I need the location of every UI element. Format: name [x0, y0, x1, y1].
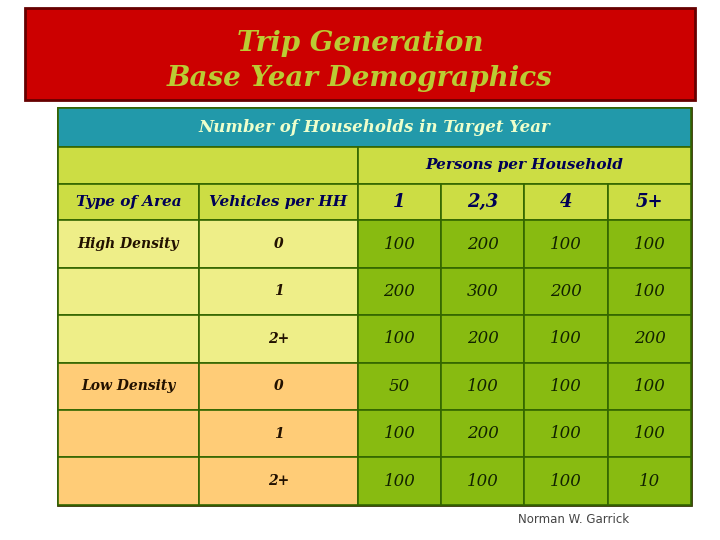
Text: 200: 200 — [467, 330, 499, 347]
Text: 100: 100 — [634, 283, 665, 300]
Bar — [58, 184, 199, 220]
Text: Norman W. Garrick: Norman W. Garrick — [518, 513, 629, 526]
Bar — [58, 220, 199, 268]
Text: 100: 100 — [550, 472, 582, 490]
Text: 100: 100 — [550, 330, 582, 347]
Text: Base Year Demographics: Base Year Demographics — [167, 65, 553, 92]
Bar — [441, 410, 524, 457]
Text: 100: 100 — [384, 235, 415, 253]
Text: 5+: 5+ — [636, 193, 663, 211]
Bar — [358, 268, 441, 315]
Bar — [441, 315, 524, 363]
Bar — [358, 184, 441, 220]
Text: Vehicles per HH: Vehicles per HH — [210, 195, 348, 209]
Text: 100: 100 — [550, 426, 582, 442]
Text: 200: 200 — [467, 426, 499, 442]
Bar — [608, 410, 691, 457]
Bar — [58, 147, 358, 184]
Bar — [441, 184, 524, 220]
Bar — [58, 410, 199, 457]
Text: Low Density: Low Density — [81, 379, 176, 393]
Bar — [524, 220, 608, 268]
Bar — [199, 268, 358, 315]
Text: Type of Area: Type of Area — [76, 195, 181, 209]
Text: 0: 0 — [274, 379, 284, 393]
Bar — [58, 268, 199, 315]
Bar — [358, 220, 441, 268]
Text: 200: 200 — [467, 235, 499, 253]
Bar — [358, 147, 691, 184]
Text: 1: 1 — [274, 427, 284, 441]
Bar — [358, 363, 441, 410]
Bar — [358, 410, 441, 457]
Bar — [58, 108, 691, 505]
Text: 100: 100 — [384, 472, 415, 490]
Bar — [58, 457, 199, 505]
Bar — [608, 220, 691, 268]
Bar — [524, 268, 608, 315]
Text: 300: 300 — [467, 283, 499, 300]
Bar — [199, 315, 358, 363]
Bar — [608, 315, 691, 363]
Bar — [358, 457, 441, 505]
Text: 100: 100 — [384, 426, 415, 442]
Text: 200: 200 — [384, 283, 415, 300]
Text: 1: 1 — [274, 285, 284, 299]
Bar — [441, 457, 524, 505]
Text: 2+: 2+ — [268, 474, 289, 488]
Text: 100: 100 — [634, 426, 665, 442]
Text: 200: 200 — [550, 283, 582, 300]
Text: 4: 4 — [560, 193, 572, 211]
Text: 50: 50 — [389, 378, 410, 395]
Text: 100: 100 — [467, 378, 499, 395]
Bar — [524, 363, 608, 410]
Bar — [199, 457, 358, 505]
Text: 2,3: 2,3 — [467, 193, 498, 211]
Text: 0: 0 — [274, 237, 284, 251]
Bar — [608, 184, 691, 220]
Bar — [524, 315, 608, 363]
Bar — [524, 184, 608, 220]
Text: 100: 100 — [384, 330, 415, 347]
Bar — [441, 363, 524, 410]
Text: 100: 100 — [550, 378, 582, 395]
Text: Number of Households in Target Year: Number of Households in Target Year — [199, 119, 550, 136]
Bar — [199, 410, 358, 457]
Bar — [441, 268, 524, 315]
Text: Trip Generation: Trip Generation — [237, 30, 483, 57]
Text: Persons per Household: Persons per Household — [426, 158, 624, 172]
Text: 100: 100 — [634, 235, 665, 253]
Text: 100: 100 — [550, 235, 582, 253]
Bar — [25, 8, 695, 100]
Bar — [199, 220, 358, 268]
Bar — [358, 315, 441, 363]
Text: 1: 1 — [393, 193, 405, 211]
Bar — [441, 220, 524, 268]
Bar — [524, 457, 608, 505]
Bar — [199, 363, 358, 410]
Text: 100: 100 — [467, 472, 499, 490]
Bar — [58, 363, 199, 410]
Bar — [608, 363, 691, 410]
Bar — [608, 268, 691, 315]
Text: 200: 200 — [634, 330, 665, 347]
Text: 10: 10 — [639, 472, 660, 490]
Bar — [199, 184, 358, 220]
Bar — [58, 108, 691, 147]
Text: 2+: 2+ — [268, 332, 289, 346]
Text: 100: 100 — [634, 378, 665, 395]
Text: High Density: High Density — [78, 237, 179, 251]
Bar — [524, 410, 608, 457]
Bar — [608, 457, 691, 505]
Bar — [58, 315, 199, 363]
